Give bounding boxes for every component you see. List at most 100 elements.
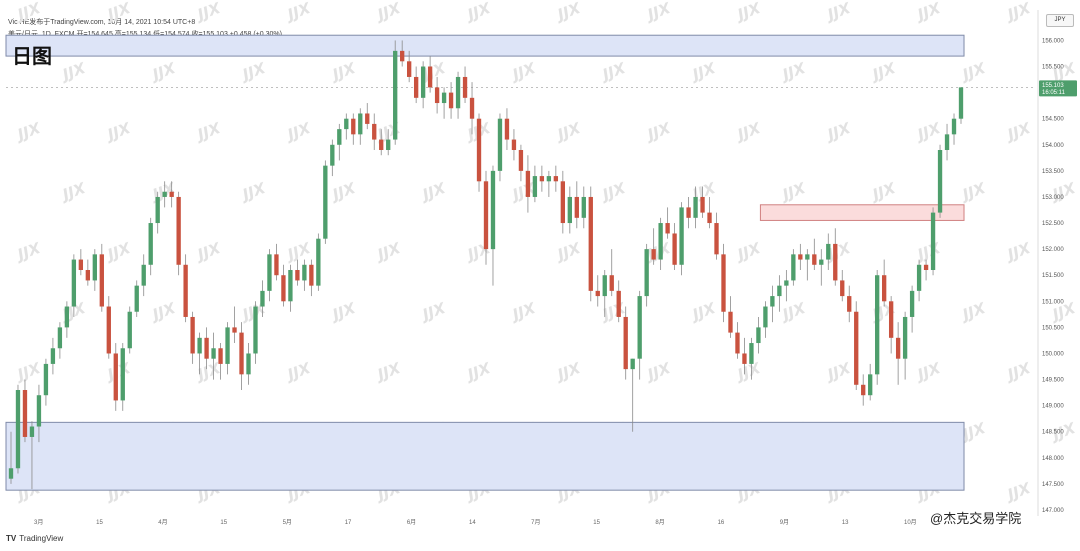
y-tick-label: 152.500 xyxy=(1042,221,1064,227)
candle-body xyxy=(840,280,845,297)
candle-body xyxy=(665,223,670,234)
candle-body xyxy=(358,113,363,135)
watermark-text: JJX xyxy=(462,0,494,25)
y-tick-label: 154.000 xyxy=(1042,143,1064,149)
x-tick-label: 10月 xyxy=(904,519,917,526)
candle-body xyxy=(372,123,377,140)
candle-body xyxy=(574,196,579,218)
candle-body xyxy=(344,118,349,130)
candle-body xyxy=(490,170,496,250)
watermark-text: JJX xyxy=(912,359,944,385)
candle-body xyxy=(525,170,531,197)
candle-body xyxy=(728,311,733,333)
watermark-text: JJX xyxy=(957,299,989,325)
watermark-text: JJX xyxy=(1002,119,1034,145)
candle-body xyxy=(50,348,56,364)
candle-body xyxy=(337,129,342,145)
candle-body xyxy=(958,87,964,119)
candle-body xyxy=(260,290,265,307)
candle-body xyxy=(386,139,391,150)
watermark-text: JJX xyxy=(777,299,809,325)
watermark-text: JJX xyxy=(102,0,134,25)
candle-body xyxy=(379,139,384,150)
candle-body xyxy=(581,196,586,218)
watermark-text: JJX xyxy=(912,119,944,145)
x-tick-label: 4月 xyxy=(158,519,167,526)
header-bar: Vic HE发布于TradingView.com, 10月 14, 2021 1… xyxy=(0,0,1080,38)
candle-body xyxy=(434,87,440,104)
y-tick-label: 150.000 xyxy=(1042,351,1064,357)
candle-body xyxy=(497,118,503,171)
watermark-text: JJX xyxy=(867,179,899,205)
candle-body xyxy=(812,254,817,265)
y-tick-label: 148.500 xyxy=(1042,430,1064,436)
watermark-text: JJX xyxy=(507,59,539,85)
candle-body xyxy=(504,118,510,140)
watermark-text: JJX xyxy=(1002,359,1034,385)
tradingview-logo: TV xyxy=(6,534,17,543)
last-price-value: 155.103 xyxy=(1042,83,1064,89)
brand-watermark: @杰克交易学院 xyxy=(930,511,1022,526)
y-tick-label: 150.500 xyxy=(1042,325,1064,331)
watermark-text: JJX xyxy=(552,119,584,145)
candle-body xyxy=(763,306,768,328)
blue-zone xyxy=(5,421,965,491)
candle-body xyxy=(630,358,635,370)
candle-body xyxy=(22,390,28,437)
watermark-text: JJX xyxy=(417,299,449,325)
candle-body xyxy=(462,76,468,98)
candle-body xyxy=(267,254,272,291)
candle-body xyxy=(8,468,14,479)
candle-body xyxy=(483,181,489,250)
candle-body xyxy=(413,76,419,98)
currency-label[interactable]: JPY xyxy=(1046,14,1074,27)
tradingview-footer[interactable]: TV TradingView xyxy=(6,534,63,543)
candle-body xyxy=(225,327,230,364)
watermark-text: JJX xyxy=(552,239,584,265)
candle-body xyxy=(868,374,873,396)
candle-body xyxy=(560,181,566,224)
watermark-text: JJX xyxy=(777,179,809,205)
watermark-text: JJX xyxy=(507,299,539,325)
candle-body xyxy=(400,50,405,62)
candle-body xyxy=(651,249,656,260)
watermark-text: JJX xyxy=(12,239,44,265)
candle-body xyxy=(36,395,42,427)
candle-body xyxy=(679,207,684,265)
candle-body xyxy=(204,337,209,359)
y-tick-label: 156.000 xyxy=(1042,38,1064,44)
x-tick-label: 13 xyxy=(842,520,849,526)
x-tick-label: 14 xyxy=(469,520,476,526)
watermark-text: JJX xyxy=(147,299,179,325)
watermark-text: JJX xyxy=(597,59,629,85)
candle-body xyxy=(253,306,258,354)
candle-body xyxy=(113,353,118,401)
watermark-text: JJX xyxy=(237,59,269,85)
ohlc-info: 美元/日元, 1D, FXCM 开=154.645 高=155.134 低=15… xyxy=(8,31,282,38)
watermark-text: JJX xyxy=(372,239,404,265)
watermark-text: JJX xyxy=(732,119,764,145)
candle-body xyxy=(476,118,482,182)
watermark-text: JJX xyxy=(822,359,854,385)
red-zone xyxy=(759,204,965,221)
candle-body xyxy=(791,254,796,281)
watermark-text: JJX xyxy=(57,59,89,85)
candle-body xyxy=(770,296,775,307)
y-tick-label: 149.500 xyxy=(1042,378,1064,384)
candle-body xyxy=(735,332,740,354)
x-tick-label: 6月 xyxy=(407,519,416,526)
watermark-text: JJX xyxy=(732,359,764,385)
candle-body xyxy=(197,337,202,354)
watermark-text: JJX xyxy=(597,179,629,205)
candle-body xyxy=(469,97,475,119)
candle-body xyxy=(15,390,21,469)
candle-body xyxy=(861,384,866,396)
candle-body xyxy=(826,243,831,260)
watermark-text: JJX xyxy=(327,59,359,85)
y-tick-label: 149.000 xyxy=(1042,404,1064,410)
x-tick-label: 3月 xyxy=(34,519,43,526)
candle-body xyxy=(64,306,70,328)
watermark-text: JJX xyxy=(147,59,179,85)
candle-body xyxy=(169,191,174,197)
